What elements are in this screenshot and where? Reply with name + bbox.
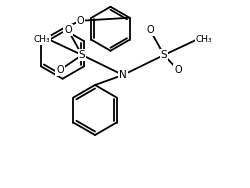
Text: CH₃: CH₃ bbox=[195, 36, 212, 45]
Text: O: O bbox=[146, 25, 153, 35]
Text: S: S bbox=[78, 50, 85, 60]
Text: N: N bbox=[119, 70, 126, 80]
Text: CH₃: CH₃ bbox=[33, 36, 50, 45]
Text: O: O bbox=[76, 16, 84, 26]
Text: S: S bbox=[160, 50, 167, 60]
Text: O: O bbox=[56, 65, 64, 75]
Text: O: O bbox=[64, 25, 72, 35]
Text: O: O bbox=[174, 65, 181, 75]
